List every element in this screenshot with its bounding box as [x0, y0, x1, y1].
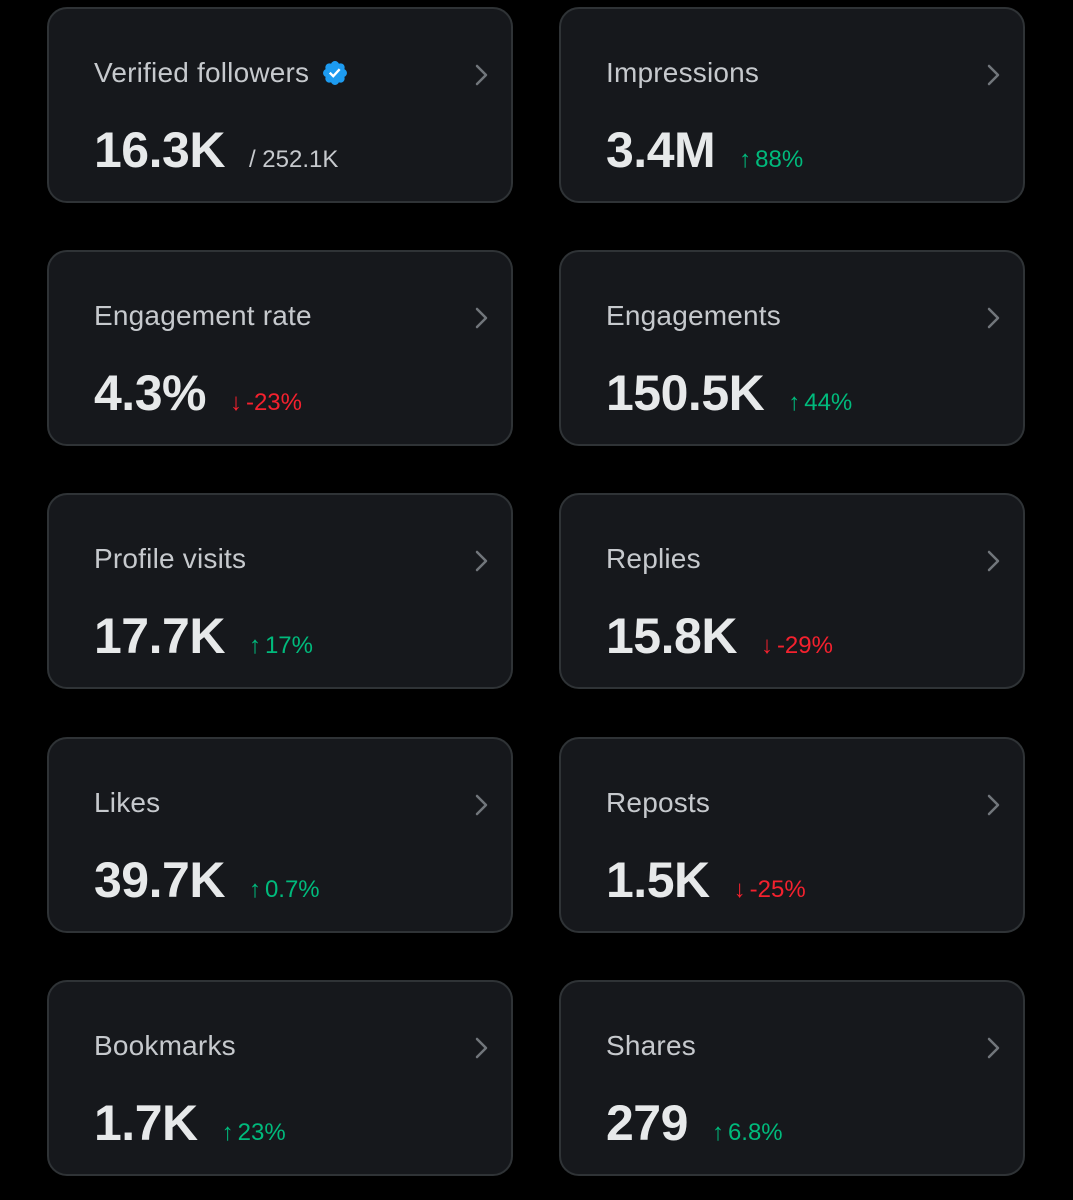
- card-value-row: 17.7K ↑ 17%: [94, 607, 313, 665]
- change-value: -29%: [776, 632, 833, 659]
- change-indicator: ↓ -29%: [761, 632, 833, 660]
- card-value-row: 4.3% ↓ -23%: [94, 364, 302, 422]
- engagement-rate-card[interactable]: Engagement rate 4.3% ↓ -23%: [47, 250, 513, 446]
- card-value: 39.7K: [94, 852, 225, 908]
- profile-visits-card[interactable]: Profile visits 17.7K ↑ 17%: [47, 493, 513, 689]
- change-value: 0.7%: [264, 876, 320, 903]
- chevron-right-icon: [987, 550, 1000, 572]
- card-total: / 252.1K: [248, 146, 339, 173]
- change-value: -25%: [749, 876, 806, 903]
- card-title-text: Bookmarks: [94, 1030, 236, 1061]
- chevron-right-icon: [475, 550, 488, 572]
- change-indicator: ↑ 44%: [788, 389, 852, 417]
- card-title: Verified followers: [94, 57, 349, 89]
- change-indicator: ↑ 88%: [739, 146, 803, 174]
- chevron-right-icon: [987, 64, 1000, 86]
- card-value-row: 1.7K ↑ 23%: [94, 1094, 286, 1152]
- chevron-right-icon: [475, 64, 488, 86]
- arrow-down-icon: ↓: [229, 389, 242, 416]
- card-value: 1.7K: [94, 1095, 198, 1151]
- card-value: 16.3K: [94, 122, 225, 178]
- card-value-row: 150.5K ↑ 44%: [606, 364, 852, 422]
- card-value-row: 16.3K / 252.1K: [94, 121, 338, 179]
- change-indicator: ↑ 6.8%: [712, 1119, 783, 1147]
- card-title: Likes: [94, 787, 160, 819]
- arrow-up-icon: ↑: [788, 389, 801, 416]
- card-title: Shares: [606, 1030, 696, 1062]
- card-value-row: 1.5K ↓ -25%: [606, 851, 806, 909]
- arrow-down-icon: ↓: [733, 876, 746, 903]
- change-indicator: ↑ 0.7%: [249, 876, 320, 904]
- card-title-text: Profile visits: [94, 543, 247, 574]
- change-indicator: ↑ 17%: [249, 632, 313, 660]
- arrow-up-icon: ↑: [221, 1119, 234, 1146]
- card-value: 17.7K: [94, 608, 225, 664]
- arrow-up-icon: ↑: [248, 876, 261, 903]
- chevron-right-icon: [987, 1037, 1000, 1059]
- card-value-row: 15.8K ↓ -29%: [606, 607, 833, 665]
- card-title: Profile visits: [94, 543, 246, 575]
- likes-card[interactable]: Likes 39.7K ↑ 0.7%: [47, 737, 513, 933]
- card-value-row: 3.4M ↑ 88%: [606, 121, 803, 179]
- chevron-right-icon: [987, 794, 1000, 816]
- card-title: Engagements: [606, 300, 781, 332]
- impressions-card[interactable]: Impressions 3.4M ↑ 88%: [559, 7, 1025, 203]
- chevron-right-icon: [987, 307, 1000, 329]
- card-value: 150.5K: [606, 365, 765, 421]
- replies-card[interactable]: Replies 15.8K ↓ -29%: [559, 493, 1025, 689]
- arrow-up-icon: ↑: [248, 632, 261, 659]
- change-value: 17%: [264, 632, 313, 659]
- change-value: 44%: [804, 389, 853, 416]
- card-value: 279: [606, 1095, 688, 1151]
- engagements-card[interactable]: Engagements 150.5K ↑ 44%: [559, 250, 1025, 446]
- shares-card[interactable]: Shares 279 ↑ 6.8%: [559, 980, 1025, 1176]
- card-title: Replies: [606, 543, 701, 575]
- card-title-text: Reposts: [606, 787, 711, 818]
- bookmarks-card[interactable]: Bookmarks 1.7K ↑ 23%: [47, 980, 513, 1176]
- card-value: 15.8K: [606, 608, 737, 664]
- change-indicator: ↑ 23%: [222, 1119, 286, 1147]
- card-value: 1.5K: [606, 852, 710, 908]
- card-title-text: Likes: [94, 787, 161, 818]
- card-title-text: Shares: [606, 1030, 696, 1061]
- card-title-text: Replies: [606, 543, 701, 574]
- arrow-up-icon: ↑: [711, 1119, 724, 1146]
- card-title: Impressions: [606, 57, 759, 89]
- reposts-card[interactable]: Reposts 1.5K ↓ -25%: [559, 737, 1025, 933]
- card-title-text: Engagement rate: [94, 300, 312, 331]
- chevron-right-icon: [475, 1037, 488, 1059]
- arrow-up-icon: ↑: [739, 146, 752, 173]
- change-value: 6.8%: [727, 1119, 783, 1146]
- verified-badge-icon: [323, 61, 348, 85]
- change-indicator: ↓ -25%: [734, 876, 806, 904]
- card-title-text: Verified followers: [94, 57, 310, 88]
- change-value: 88%: [755, 146, 804, 173]
- change-indicator: ↓ -23%: [230, 389, 302, 417]
- card-value: 3.4M: [606, 122, 716, 178]
- chevron-right-icon: [475, 794, 488, 816]
- card-title-text: Engagements: [606, 300, 781, 331]
- card-title: Reposts: [606, 787, 710, 819]
- card-value-row: 39.7K ↑ 0.7%: [94, 851, 320, 909]
- card-title: Engagement rate: [94, 300, 312, 332]
- card-value-row: 279 ↑ 6.8%: [606, 1094, 783, 1152]
- card-value: 4.3%: [94, 365, 206, 421]
- change-value: 23%: [237, 1119, 286, 1146]
- card-title: Bookmarks: [94, 1030, 236, 1062]
- card-title-text: Impressions: [606, 57, 760, 88]
- chevron-right-icon: [475, 307, 488, 329]
- change-value: -23%: [245, 389, 302, 416]
- arrow-down-icon: ↓: [760, 632, 773, 659]
- verified-followers-card[interactable]: Verified followers 16.3K / 252.1K: [47, 7, 513, 203]
